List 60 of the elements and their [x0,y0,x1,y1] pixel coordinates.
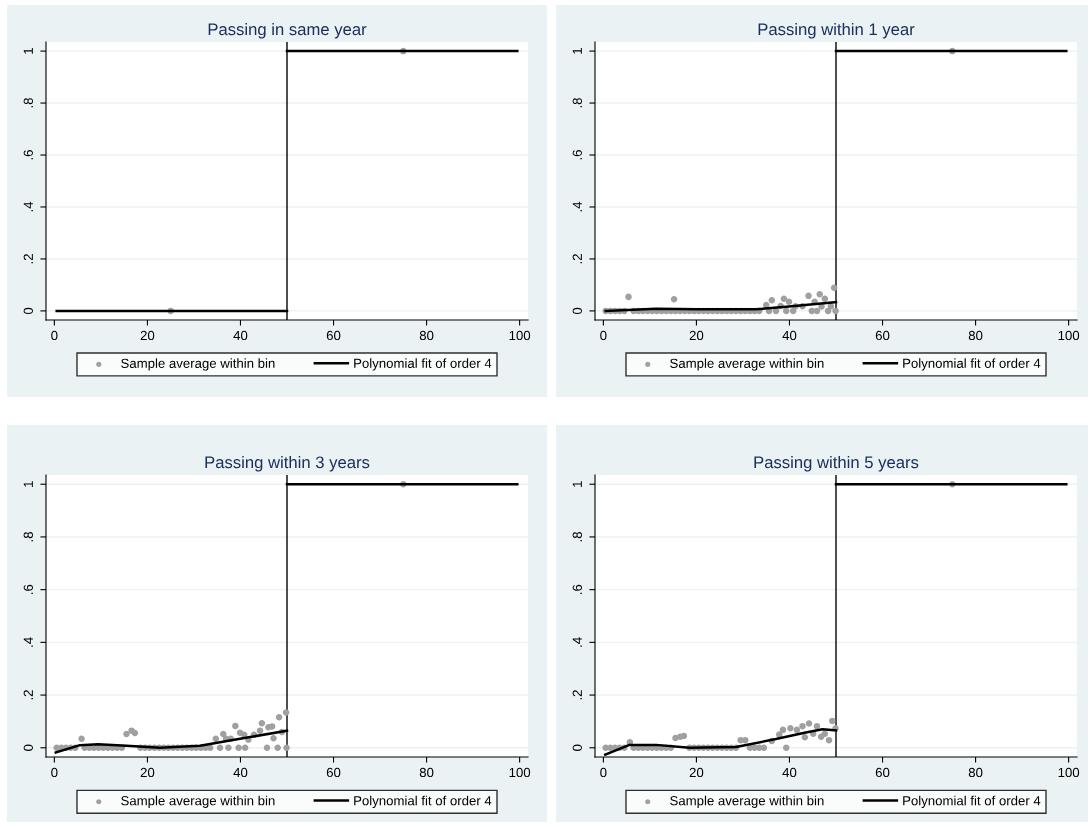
x-tick-label: 40 [782,767,797,778]
y-tick-label: .2 [23,690,33,700]
y-tick-label: .8 [572,98,582,108]
y-tick-label: .2 [572,254,582,264]
y-tick-label: .4 [572,201,582,212]
x-tick-label: 0 [600,330,607,341]
y-tick-label: .6 [572,584,582,594]
x-tick-label: 80 [968,330,983,341]
x-tick-label: 40 [233,767,248,778]
y-tick-label: .8 [572,532,582,542]
legend-label: Sample average within bin [121,795,275,808]
x-tick-label: 0 [51,767,58,778]
y-tick-label: .8 [23,98,33,108]
x-tick-label: 0 [51,330,58,341]
chart-title: Passing within 5 years [754,455,919,472]
x-tick-label: 80 [968,767,983,778]
y-tick-label: .4 [572,637,582,647]
y-tick-label: 0 [572,307,582,315]
x-tick-label: 40 [233,330,248,341]
x-tick-label: 100 [509,330,531,341]
y-tick-label: .4 [23,637,33,647]
x-tick-label: 80 [419,330,434,341]
y-tick-label: 1 [23,481,33,487]
x-tick-label: 20 [689,330,704,341]
x-tick-label: 100 [1058,330,1080,341]
legend-label: Polynomial fit of order 4 [354,795,492,808]
x-tick-label: 60 [326,767,341,778]
y-tick-label: 0 [23,744,33,751]
y-tick-label: 0 [23,307,33,315]
y-tick-label: .6 [23,584,33,594]
x-tick-label: 60 [875,767,890,778]
y-tick-label: .2 [572,690,582,700]
x-tick-label: 100 [1058,767,1080,778]
y-tick-label: .6 [572,150,582,160]
legend-label: Sample average within bin [121,358,275,371]
x-tick-label: 60 [875,330,890,341]
legend-label: Polynomial fit of order 4 [903,358,1041,371]
x-tick-label: 20 [140,767,155,778]
y-tick-label: .8 [23,532,33,542]
y-tick-label: .4 [23,201,33,212]
legend-label: Polynomial fit of order 4 [903,795,1041,808]
legend-label: Polynomial fit of order 4 [354,358,492,371]
y-tick-label: .2 [23,254,33,264]
chart-title: Passing within 1 year [758,22,915,39]
x-tick-label: 100 [509,767,531,778]
y-tick-label: 1 [572,481,582,487]
y-tick-label: 1 [23,48,33,54]
x-tick-label: 0 [600,767,607,778]
x-tick-label: 40 [782,330,797,341]
y-tick-label: .6 [23,150,33,160]
chart-title: Passing within 3 years [205,455,370,472]
x-tick-label: 60 [326,330,341,341]
chart-title: Passing in same year [208,22,367,39]
y-tick-label: 1 [572,48,582,54]
x-tick-label: 80 [419,767,434,778]
legend-label: Sample average within bin [670,795,824,808]
x-tick-label: 20 [140,330,155,341]
x-tick-label: 20 [689,767,704,778]
legend-label: Sample average within bin [670,358,824,371]
y-tick-label: 0 [572,744,582,751]
